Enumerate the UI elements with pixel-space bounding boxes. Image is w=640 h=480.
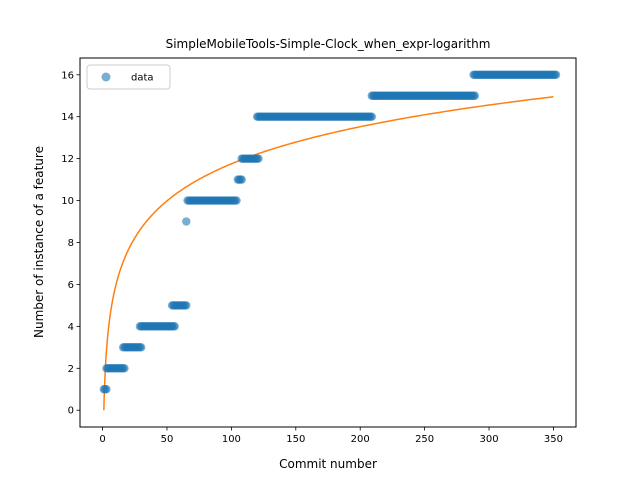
data-point: [470, 91, 480, 100]
x-ticks: 0 50 100 150 200 250 300 350: [99, 427, 563, 445]
chart-title: SimpleMobileTools-Simple-Clock_when_expr…: [166, 37, 491, 51]
data-point: [237, 175, 246, 184]
y-tick-label: 14: [61, 112, 74, 123]
y-ticks: 0 2 4 6 8 10 12 14 16: [61, 70, 80, 417]
y-tick-label: 16: [61, 70, 74, 81]
x-tick-label: 250: [415, 434, 434, 445]
x-tick-label: 350: [544, 434, 563, 445]
data-point: [254, 154, 263, 163]
y-tick-label: 0: [68, 406, 74, 417]
legend-label-data: data: [131, 73, 154, 84]
y-axis-label: Number of instance of a feature: [32, 146, 46, 338]
data-point: [182, 217, 191, 226]
x-tick-label: 0: [99, 434, 105, 445]
legend-marker-data: [101, 72, 111, 82]
data-point: [136, 343, 146, 352]
x-tick-label: 100: [222, 434, 241, 445]
x-tick-label: 50: [161, 434, 174, 445]
fit-line: [103, 96, 554, 411]
y-tick-label: 10: [61, 196, 74, 207]
legend-box: [86, 64, 171, 90]
fit-layer: [103, 96, 554, 411]
data-point: [102, 385, 111, 394]
data-point: [120, 364, 129, 373]
y-tick-label: 12: [61, 154, 74, 165]
data-point: [182, 301, 191, 310]
data-point: [232, 196, 241, 205]
x-tick-label: 150: [286, 434, 305, 445]
y-tick-label: 4: [68, 322, 74, 333]
y-tick-label: 6: [68, 280, 74, 291]
data-point: [367, 112, 376, 121]
points-layer: [99, 70, 561, 394]
data-point: [170, 322, 179, 331]
y-tick-label: 8: [68, 238, 74, 249]
legend: data: [86, 64, 171, 90]
data-point: [551, 70, 561, 79]
y-tick-label: 2: [68, 364, 74, 375]
x-tick-label: 200: [351, 434, 370, 445]
x-tick-label: 300: [479, 434, 498, 445]
x-axis-label: Commit number: [279, 457, 377, 471]
